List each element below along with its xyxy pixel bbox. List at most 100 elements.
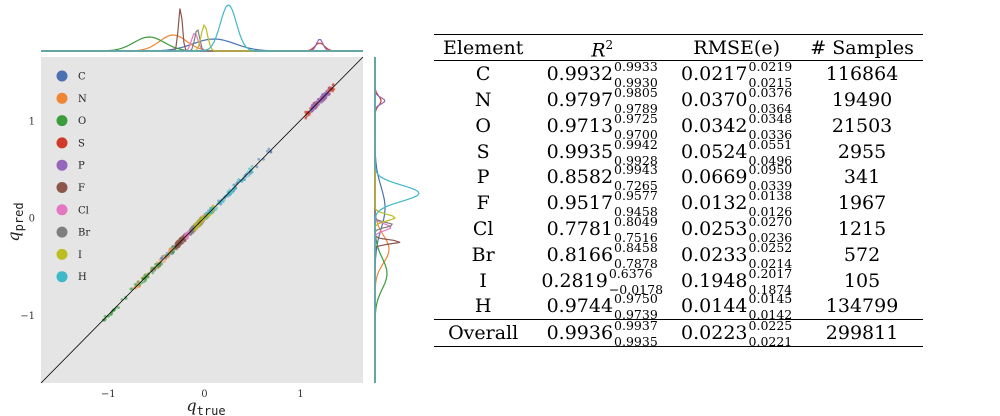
cell-samples: 134799 bbox=[825, 295, 899, 318]
scatter-point bbox=[176, 240, 180, 244]
cell-r2: 0.9797 0.9805 0.9789 bbox=[546, 85, 658, 117]
legend-marker bbox=[56, 159, 68, 171]
scatter-point bbox=[184, 232, 187, 236]
identity-line bbox=[40, 56, 364, 384]
legend-item-br: Br bbox=[56, 226, 90, 239]
legend-label: N bbox=[78, 94, 87, 105]
scatter-point bbox=[146, 275, 150, 279]
scatter-point bbox=[166, 255, 170, 259]
table-row: Overall 0.9936 0.9937 0.9935 0.0223 0.0225 0.0… bbox=[434, 319, 923, 348]
cell-rmse: 0.0524 0.0551 0.0496 bbox=[681, 136, 793, 168]
cell-samples: 116864 bbox=[825, 63, 899, 86]
scatter-point bbox=[314, 100, 317, 104]
scatter-point bbox=[154, 262, 157, 266]
scatter-point bbox=[133, 286, 137, 290]
scatter-point bbox=[196, 219, 200, 223]
scatter-point bbox=[255, 165, 259, 169]
legend-item-h: H bbox=[56, 271, 87, 283]
scatter-point bbox=[194, 227, 198, 231]
legend-item-s: S bbox=[56, 137, 85, 149]
scatter-point bbox=[136, 280, 140, 284]
table-row: N 0.9797 0.9805 0.9789 0.0370 0.0376 0.0364 194… bbox=[434, 85, 923, 117]
x-axis-label: qtrue bbox=[186, 396, 225, 416]
cell-samples: 572 bbox=[843, 243, 881, 266]
scatter-point bbox=[228, 188, 232, 192]
table-row: H 0.9744 0.9750 0.9739 0.0144 0.0145 0.0142 134… bbox=[434, 291, 923, 323]
table-header-row: Element R2 RMSE(e) # Samples bbox=[434, 34, 923, 62]
table-row: O 0.9713 0.9725 0.9700 0.0342 0.0348 0.0336 215… bbox=[434, 110, 923, 142]
scatter-series-p bbox=[309, 86, 331, 114]
legend-marker bbox=[56, 137, 68, 149]
scatter-point bbox=[202, 217, 206, 220]
cell-samples: 2955 bbox=[837, 140, 887, 163]
legend-label: F bbox=[78, 183, 85, 194]
legend-marker bbox=[56, 271, 68, 283]
x-tick-label: 1 bbox=[297, 389, 303, 400]
cell-rmse: 0.0144 0.0145 0.0142 bbox=[681, 291, 793, 323]
scatter-point bbox=[305, 114, 309, 118]
legend-item-cl: Cl bbox=[56, 204, 89, 216]
scatter-point bbox=[332, 87, 336, 91]
legend-label: O bbox=[78, 116, 86, 127]
cell-element: H bbox=[474, 295, 492, 318]
scatter-point bbox=[229, 193, 232, 196]
cell-rmse: 0.0342 0.0348 0.0336 bbox=[681, 110, 793, 142]
cell-samples: 1215 bbox=[837, 218, 887, 240]
y-tick-label: 0 bbox=[29, 214, 35, 225]
scatter-point bbox=[257, 157, 261, 161]
legend-marker bbox=[56, 92, 68, 104]
scatter-point bbox=[177, 245, 181, 249]
legend-marker bbox=[56, 70, 68, 82]
cell-element: P bbox=[476, 166, 490, 189]
scatter-point bbox=[304, 116, 308, 120]
legend-marker bbox=[56, 204, 68, 216]
cell-r2: 0.8166 0.8458 0.7878 bbox=[546, 239, 658, 271]
cell-rmse: 0.0669 0.0950 0.0339 bbox=[681, 162, 793, 194]
scatter-point bbox=[237, 178, 240, 182]
scatter-point bbox=[189, 233, 192, 237]
legend-label: Br bbox=[78, 228, 90, 239]
scatter-point bbox=[158, 258, 162, 262]
header-samples: # Samples bbox=[810, 36, 914, 59]
scatter-point bbox=[314, 105, 318, 109]
legend-label: H bbox=[78, 272, 87, 283]
header-r2: R2 bbox=[591, 38, 614, 62]
table-row: Br 0.8166 0.8458 0.7878 0.0233 0.0252 0.0214 57… bbox=[434, 239, 923, 271]
cell-rmse: 0.0217 0.0219 0.0215 bbox=[681, 59, 793, 91]
scatter-point bbox=[247, 167, 251, 171]
scatter-point bbox=[326, 91, 330, 95]
scatter-point bbox=[156, 265, 160, 269]
scatter-point bbox=[331, 83, 335, 86]
scatter-point bbox=[243, 174, 247, 178]
cell-rmse: 0.1948 0.2017 0.1874 bbox=[681, 265, 793, 297]
legend-item-p: P bbox=[56, 159, 85, 172]
legend-label: P bbox=[78, 161, 85, 172]
legend-marker bbox=[56, 226, 68, 238]
legend-item-f: F bbox=[56, 182, 85, 194]
x-axis-ticks: −1 0 1 bbox=[101, 389, 304, 400]
legend-marker bbox=[56, 182, 68, 193]
scatter-point bbox=[151, 271, 155, 275]
scatter-point bbox=[150, 266, 154, 270]
cell-samples: 21503 bbox=[831, 114, 893, 137]
cell-r2: 0.9935 0.9942 0.9928 bbox=[546, 136, 658, 168]
legend-label: Cl bbox=[78, 205, 89, 216]
scatter-point bbox=[247, 174, 251, 177]
scatter-point bbox=[211, 206, 215, 210]
cell-samples: 341 bbox=[843, 166, 881, 189]
scatter-point bbox=[265, 149, 269, 153]
legend-marker bbox=[56, 248, 68, 260]
cell-rmse: 0.0132 0.0138 0.0126 bbox=[681, 188, 793, 220]
legend-item-i: I bbox=[56, 248, 82, 261]
scatter-point bbox=[130, 287, 134, 291]
results-table: Element R2 RMSE(e) # Samples C 0.9932 0.99… bbox=[434, 34, 923, 348]
scatter-point bbox=[306, 110, 309, 114]
y-axis-ticks: −1 0 1 bbox=[20, 116, 35, 322]
table-row: F 0.9517 0.9577 0.9458 0.0132 0.0138 0.0126 196… bbox=[434, 188, 923, 220]
cell-r2: 0.9517 0.9577 0.9458 bbox=[546, 188, 658, 220]
cell-r2: 0.2819 0.6376 −0.0178 bbox=[541, 265, 664, 297]
header-element: Element bbox=[443, 36, 524, 59]
legend-item-o: O bbox=[56, 115, 86, 127]
scatter-point bbox=[317, 102, 321, 106]
